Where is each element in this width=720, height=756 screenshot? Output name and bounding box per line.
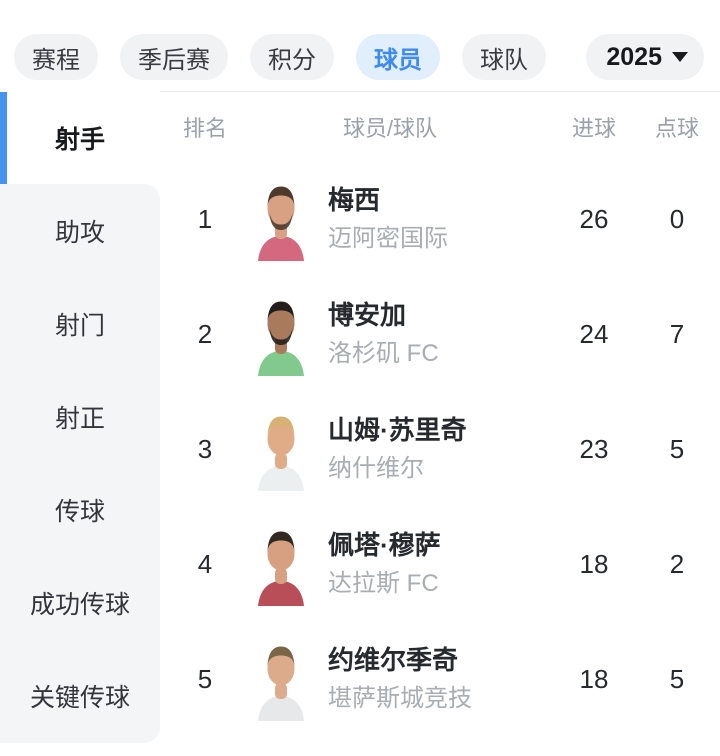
- goals-value: 23: [579, 434, 609, 464]
- player-info: 山姆·苏里奇 纳什维尔: [328, 415, 467, 483]
- top-tab-bar: 赛程 季后赛 积分 球员 球队 2025: [0, 0, 720, 91]
- player-team: 洛杉矶 FC: [328, 340, 439, 368]
- player-team: 达拉斯 FC: [328, 570, 439, 598]
- player-rows: 1 梅西 迈阿密国际 26 0 2: [160, 162, 720, 737]
- player-team: 迈阿密国际: [328, 225, 448, 253]
- tab-label: 球员: [374, 46, 422, 74]
- player-name: 博安加: [328, 300, 407, 331]
- sidebar-item-shots[interactable]: 射门: [0, 277, 160, 370]
- header-goals: 进球: [571, 116, 616, 141]
- goals-value: 26: [579, 204, 609, 234]
- sidebar-item-label: 射门: [54, 311, 105, 340]
- player-info: 佩塔·穆萨 达拉斯 FC: [328, 530, 441, 598]
- rank-value: 3: [197, 434, 213, 464]
- player-avatar: [258, 416, 304, 491]
- penalty-value: 5: [669, 434, 685, 464]
- tab-label: 积分: [268, 46, 316, 74]
- sidebar-item-shots-on-target[interactable]: 射正: [0, 370, 160, 463]
- player-cell: 约维尔季奇 堪萨斯城竞技: [250, 639, 554, 721]
- sidebar-selected-wrap: 射手: [0, 91, 160, 184]
- sidebar: 射手 助攻 射门 射正 传球 成功传球 关键传球: [0, 91, 160, 756]
- sidebar-item-key-passes[interactable]: 关键传球: [0, 650, 160, 743]
- player-cell: 山姆·苏里奇 纳什维尔: [250, 409, 554, 491]
- player-name: 梅西: [328, 185, 381, 216]
- sidebar-item-label: 成功传球: [29, 591, 130, 620]
- tab-label: 球队: [480, 46, 528, 74]
- player-info: 梅西 迈阿密国际: [328, 185, 448, 253]
- sidebar-item-label: 射正: [54, 404, 105, 433]
- penalty-value: 5: [669, 664, 685, 694]
- player-cell: 博安加 洛杉矶 FC: [250, 294, 554, 376]
- table-row[interactable]: 1 梅西 迈阿密国际 26 0: [160, 162, 720, 277]
- rank-value: 4: [197, 549, 213, 579]
- player-cell: 佩塔·穆萨 达拉斯 FC: [250, 524, 554, 606]
- sidebar-group: 助攻 射门 射正 传球 成功传球 关键传球: [0, 184, 160, 743]
- player-avatar: [258, 646, 304, 721]
- goals-value: 18: [579, 664, 609, 694]
- table-row[interactable]: 2 博安加 洛杉矶 FC 24 7: [160, 277, 720, 392]
- penalty-value: 0: [669, 204, 685, 234]
- player-name: 山姆·苏里奇: [328, 415, 467, 446]
- player-info: 博安加 洛杉矶 FC: [328, 300, 439, 368]
- caret-down-icon: [672, 52, 688, 62]
- player-avatar: [258, 531, 304, 606]
- player-avatar: [258, 186, 304, 261]
- table-row[interactable]: 5 约维尔季奇 堪萨斯城竞技 18 5: [160, 622, 720, 737]
- sidebar-item-label: 助攻: [54, 218, 105, 247]
- header-player: 球员/球队: [342, 116, 438, 141]
- player-name: 佩塔·穆萨: [328, 530, 441, 561]
- sidebar-item-label: 传球: [54, 498, 105, 527]
- player-info: 约维尔季奇 堪萨斯城竞技: [328, 645, 472, 713]
- season-label: 2025: [606, 42, 662, 71]
- tab-schedule[interactable]: 赛程: [14, 34, 98, 80]
- player-name: 约维尔季奇: [328, 645, 459, 676]
- penalty-value: 2: [669, 549, 685, 579]
- sidebar-item-label: 关键传球: [29, 684, 130, 713]
- stats-table: 排名 球员/球队 进球 点球 1 梅西 迈阿密国际 26 0 2: [160, 91, 720, 756]
- tab-teams[interactable]: 球队: [462, 34, 546, 80]
- tab-players[interactable]: 球员: [356, 34, 440, 80]
- tab-standings[interactable]: 积分: [250, 34, 334, 80]
- penalty-value: 7: [669, 319, 685, 349]
- tab-playoffs[interactable]: 季后赛: [120, 34, 228, 80]
- main: 射手 助攻 射门 射正 传球 成功传球 关键传球 排名 球员/球队 进球 点球 …: [0, 91, 720, 756]
- tab-label: 赛程: [32, 46, 80, 74]
- table-row[interactable]: 3 山姆·苏里奇 纳什维尔 23 5: [160, 392, 720, 507]
- goals-value: 24: [579, 319, 609, 349]
- sidebar-item-label: 射手: [54, 125, 105, 154]
- header-penalty: 点球: [654, 116, 699, 141]
- sidebar-item-scorers[interactable]: 射手: [0, 91, 160, 184]
- tab-label: 季后赛: [138, 46, 210, 74]
- player-cell: 梅西 迈阿密国际: [250, 179, 554, 261]
- sidebar-item-successful-passes[interactable]: 成功传球: [0, 557, 160, 650]
- rank-value: 2: [197, 319, 213, 349]
- season-selector-panel: 2025: [557, 0, 720, 91]
- player-avatar: [258, 301, 304, 376]
- sidebar-item-passes[interactable]: 传球: [0, 464, 160, 557]
- player-team: 堪萨斯城竞技: [328, 685, 472, 713]
- rank-value: 5: [197, 664, 213, 694]
- header-rank: 排名: [182, 116, 227, 141]
- player-team: 纳什维尔: [328, 455, 424, 483]
- active-indicator-bar: [0, 92, 7, 184]
- sidebar-item-assists[interactable]: 助攻: [0, 184, 160, 277]
- table-row[interactable]: 4 佩塔·穆萨 达拉斯 FC 18 2: [160, 507, 720, 622]
- season-dropdown[interactable]: 2025: [586, 34, 704, 80]
- rank-value: 1: [197, 204, 213, 234]
- tab-list: 赛程 季后赛 积分 球员 球队: [0, 0, 720, 91]
- goals-value: 18: [579, 549, 609, 579]
- table-header-row: 排名 球员/球队 进球 点球: [160, 92, 720, 162]
